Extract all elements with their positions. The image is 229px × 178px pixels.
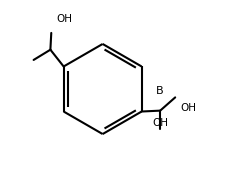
Text: OH: OH xyxy=(56,14,72,24)
Text: B: B xyxy=(155,86,163,96)
Text: OH: OH xyxy=(180,103,196,112)
Text: OH: OH xyxy=(151,117,167,128)
